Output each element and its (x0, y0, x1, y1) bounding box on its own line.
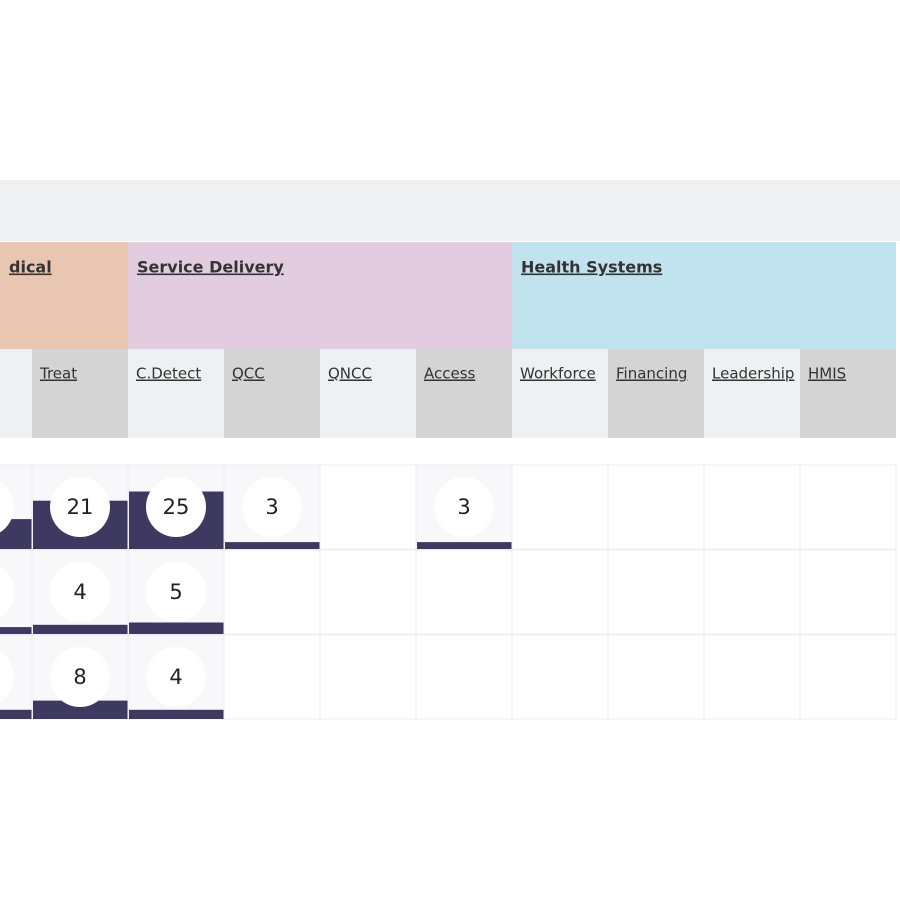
column-header (32, 349, 128, 438)
cell (223, 549, 321, 635)
cell (511, 634, 609, 720)
column-header (608, 349, 704, 438)
cell (415, 634, 513, 720)
cell (415, 549, 513, 635)
group-header (0, 242, 128, 349)
value-bar (129, 622, 224, 634)
column-header (800, 349, 896, 438)
value-bar (129, 709, 224, 719)
cell (607, 634, 705, 720)
column-link[interactable]: Workforce (520, 365, 596, 383)
group-link[interactable]: Health Systems (521, 258, 662, 277)
value-circle (146, 647, 206, 707)
cell (511, 464, 609, 550)
cell (319, 549, 417, 635)
column-link[interactable]: QCC (232, 365, 265, 383)
cell (607, 549, 705, 635)
value-bar (33, 700, 128, 719)
value-bar (0, 627, 32, 634)
cell (799, 464, 897, 550)
value-label: 25 (163, 495, 190, 519)
cell (703, 464, 801, 550)
group-link[interactable]: dical (9, 258, 52, 277)
value-circle (146, 477, 206, 537)
value-label: 5 (169, 580, 182, 604)
value-circle (0, 651, 14, 703)
column-header (320, 349, 416, 438)
value-bar (417, 542, 512, 549)
group-header (512, 242, 896, 349)
column-link[interactable]: Access (424, 365, 476, 383)
column-link[interactable]: QNCC (328, 365, 372, 383)
column-header (224, 349, 320, 438)
cell (223, 634, 321, 720)
value-label: 3 (457, 495, 470, 519)
column-link[interactable]: Financing (616, 365, 687, 383)
column-header (128, 349, 224, 438)
value-label: 21 (67, 495, 94, 519)
group-header (128, 242, 512, 349)
column-header (704, 349, 800, 438)
column-header (512, 349, 608, 438)
toolbar-band (0, 180, 900, 241)
cell (607, 464, 705, 550)
cell (511, 549, 609, 635)
value-circle (50, 477, 110, 537)
value-label: 3 (265, 495, 278, 519)
column-link[interactable]: C.Detect (136, 365, 201, 383)
value-circle (0, 481, 14, 533)
cell (799, 549, 897, 635)
value-label: 8 (73, 665, 86, 689)
column-link[interactable]: Leadership (712, 365, 794, 383)
value-label: 4 (169, 665, 182, 689)
cell (703, 549, 801, 635)
group-link[interactable]: Service Delivery (137, 258, 284, 277)
value-bar (225, 542, 320, 549)
value-circle (434, 477, 494, 537)
column-header (0, 349, 32, 438)
column-header (416, 349, 512, 438)
value-circle (50, 647, 110, 707)
value-label: 4 (73, 580, 86, 604)
cell (319, 634, 417, 720)
cell (799, 634, 897, 720)
value-circle (146, 562, 206, 622)
value-bar (0, 709, 32, 719)
column-link[interactable]: HMIS (808, 365, 846, 383)
cell (319, 464, 417, 550)
column-link[interactable]: Treat (39, 365, 77, 383)
value-bar (33, 624, 128, 634)
cell (703, 634, 801, 720)
value-circle (50, 562, 110, 622)
value-circle (242, 477, 302, 537)
value-circle (0, 566, 14, 618)
